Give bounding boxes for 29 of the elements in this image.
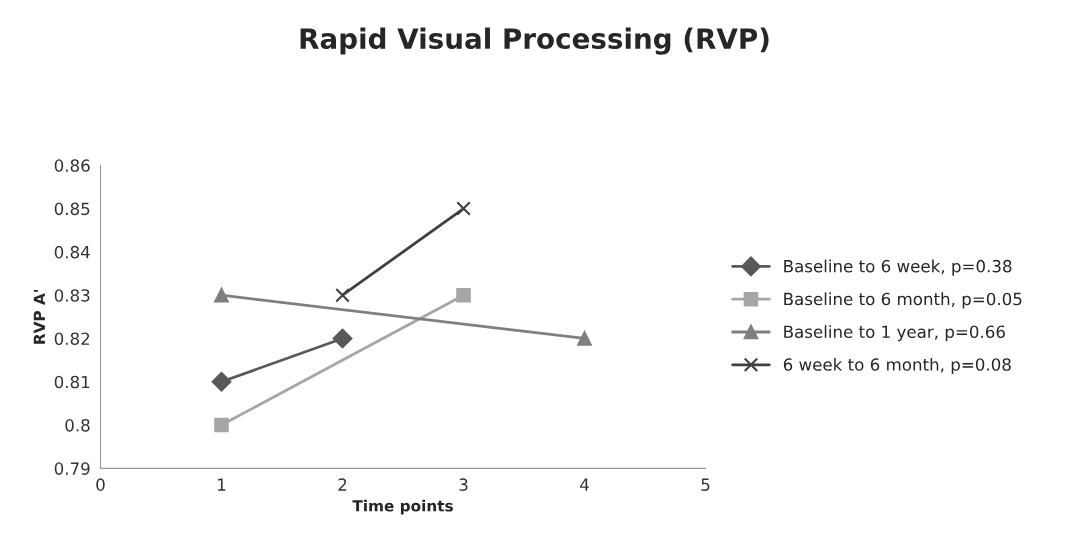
y-tick-label: 0.79 bbox=[54, 462, 90, 475]
legend-label: Baseline to 6 week, p=0.38 bbox=[784, 259, 1012, 276]
x-tick-label: 3 bbox=[459, 478, 468, 491]
y-tick-label: 0.86 bbox=[54, 159, 90, 172]
x-tick-label: 4 bbox=[580, 478, 589, 491]
x-tick-label: 0 bbox=[96, 478, 105, 491]
x-axis-title: Time points bbox=[352, 499, 453, 515]
y-tick-label: 0.81 bbox=[54, 375, 90, 389]
point bbox=[214, 287, 229, 303]
y-tick-label: 0.83 bbox=[54, 289, 90, 302]
y-tick-label: 0.8 bbox=[65, 419, 90, 432]
legend-label: Baseline to 6 month, p=0.05 bbox=[784, 292, 1022, 309]
y-tick-label: 0.82 bbox=[54, 332, 90, 346]
point bbox=[456, 287, 471, 303]
point bbox=[335, 287, 350, 303]
point bbox=[211, 371, 232, 392]
y-tick-label: 0.85 bbox=[54, 202, 90, 216]
y-axis-title: RVP A' bbox=[33, 289, 45, 344]
legend-label: Baseline to 1 year, p=0.66 bbox=[784, 325, 1005, 342]
x-tick-label: 1 bbox=[218, 478, 226, 491]
y-tick-label: 0.84 bbox=[54, 245, 90, 259]
point bbox=[214, 417, 229, 433]
chart-title: Rapid Visual Processing (RVP) bbox=[300, 27, 769, 55]
x-tick-label: 5 bbox=[701, 478, 710, 491]
point bbox=[332, 328, 353, 349]
legend-label: 6 week to 6 month, p=0.08 bbox=[783, 357, 1011, 375]
point bbox=[577, 331, 592, 346]
point bbox=[456, 201, 471, 216]
x-tick-label: 2 bbox=[338, 478, 347, 491]
